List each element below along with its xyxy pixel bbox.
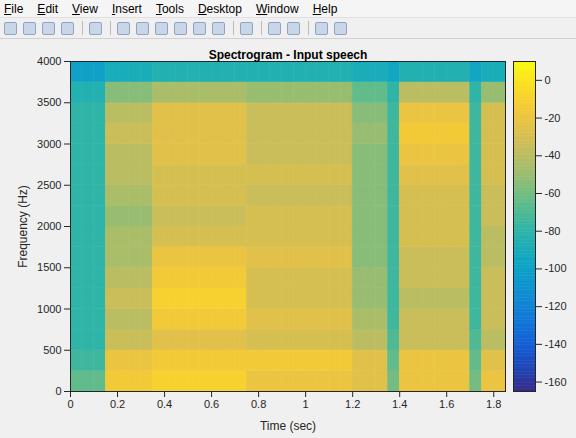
- svg-text:2000: 2000: [37, 220, 61, 232]
- svg-text:0.4: 0.4: [157, 398, 172, 410]
- svg-text:-60: -60: [545, 187, 561, 199]
- svg-text:1.4: 1.4: [392, 398, 407, 410]
- svg-text:-140: -140: [545, 338, 567, 350]
- html-text:Tools: Tools: [155, 1, 184, 16]
- svg-text:0: 0: [55, 385, 61, 397]
- html-text:Desktop: Desktop: [197, 1, 242, 16]
- svg-text:3000: 3000: [37, 138, 61, 150]
- html-text:File: File: [4, 1, 24, 16]
- svg-text:-160: -160: [545, 376, 567, 388]
- svg-text:3500: 3500: [37, 96, 61, 108]
- svg-text:1: 1: [303, 398, 309, 410]
- svg-text:0: 0: [545, 74, 551, 86]
- svg-text:-120: -120: [545, 300, 567, 312]
- svg-text:0.6: 0.6: [204, 398, 219, 410]
- svg-text:-100: -100: [545, 262, 567, 274]
- svg-text:1500: 1500: [37, 261, 61, 273]
- svg-text:0.8: 0.8: [251, 398, 266, 410]
- svg-text:-20: -20: [545, 112, 561, 124]
- html-text:Help: Help: [312, 1, 338, 16]
- svg-text:1.2: 1.2: [345, 398, 360, 410]
- svg-text:4000: 4000: [37, 55, 61, 67]
- svg-text:-40: -40: [545, 149, 561, 161]
- html-text:Edit: Edit: [37, 1, 59, 16]
- svg-text:Spectrogram - Input speech: Spectrogram - Input speech: [209, 48, 368, 62]
- svg-text:-80: -80: [545, 225, 561, 237]
- svg-text:1000: 1000: [37, 303, 61, 315]
- html-text:Window: Window: [256, 1, 299, 16]
- html-text:View: View: [72, 1, 98, 16]
- svg-text:Time (sec): Time (sec): [260, 419, 316, 433]
- svg-text:1.8: 1.8: [486, 398, 501, 410]
- svg-text:Frequency (Hz): Frequency (Hz): [16, 185, 30, 268]
- html-text:Insert: Insert: [111, 1, 142, 16]
- svg-text:0.2: 0.2: [110, 398, 125, 410]
- svg-text:500: 500: [43, 344, 61, 356]
- svg-text:0: 0: [67, 398, 73, 410]
- svg-text:2500: 2500: [37, 179, 61, 191]
- svg-text:1.6: 1.6: [439, 398, 454, 410]
